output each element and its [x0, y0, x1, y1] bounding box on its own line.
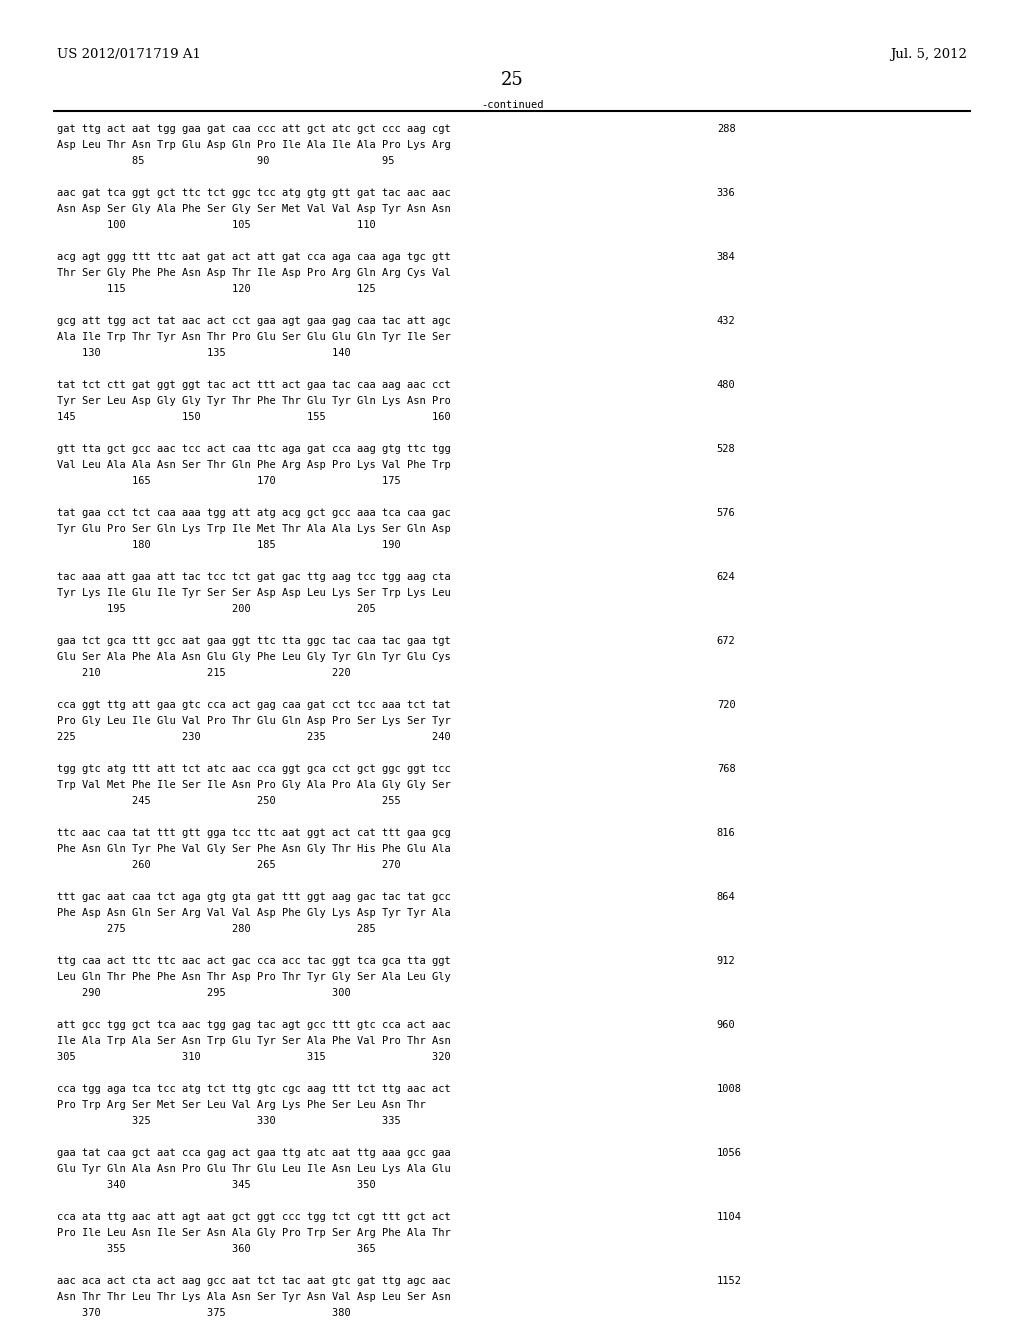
Text: Tyr Glu Pro Ser Gln Lys Trp Ile Met Thr Ala Ala Lys Ser Gln Asp: Tyr Glu Pro Ser Gln Lys Trp Ile Met Thr …: [57, 524, 452, 535]
Text: Tyr Ser Leu Asp Gly Gly Tyr Thr Phe Thr Glu Tyr Gln Lys Asn Pro: Tyr Ser Leu Asp Gly Gly Tyr Thr Phe Thr …: [57, 396, 452, 407]
Text: 432: 432: [717, 317, 735, 326]
Text: 816: 816: [717, 829, 735, 838]
Text: gcg att tgg act tat aac act cct gaa agt gaa gag caa tac att agc: gcg att tgg act tat aac act cct gaa agt …: [57, 317, 452, 326]
Text: 100                 105                 110: 100 105 110: [57, 219, 376, 230]
Text: Pro Gly Leu Ile Glu Val Pro Thr Glu Gln Asp Pro Ser Lys Ser Tyr: Pro Gly Leu Ile Glu Val Pro Thr Glu Gln …: [57, 715, 452, 726]
Text: 275                 280                 285: 275 280 285: [57, 924, 376, 935]
Text: 290                 295                 300: 290 295 300: [57, 987, 351, 998]
Text: ttt gac aat caa tct aga gtg gta gat ttt ggt aag gac tac tat gcc: ttt gac aat caa tct aga gtg gta gat ttt …: [57, 892, 452, 903]
Text: 245                 250                 255: 245 250 255: [57, 796, 401, 807]
Text: 720: 720: [717, 700, 735, 710]
Text: gaa tat caa gct aat cca gag act gaa ttg atc aat ttg aaa gcc gaa: gaa tat caa gct aat cca gag act gaa ttg …: [57, 1148, 452, 1159]
Text: gaa tct gca ttt gcc aat gaa ggt ttc tta ggc tac caa tac gaa tgt: gaa tct gca ttt gcc aat gaa ggt ttc tta …: [57, 636, 452, 647]
Text: Phe Asn Gln Tyr Phe Val Gly Ser Phe Asn Gly Thr His Phe Glu Ala: Phe Asn Gln Tyr Phe Val Gly Ser Phe Asn …: [57, 845, 452, 854]
Text: 384: 384: [717, 252, 735, 263]
Text: US 2012/0171719 A1: US 2012/0171719 A1: [57, 48, 202, 61]
Text: 1152: 1152: [717, 1276, 741, 1287]
Text: 210                 215                 220: 210 215 220: [57, 668, 351, 678]
Text: acg agt ggg ttt ttc aat gat act att gat cca aga caa aga tgc gtt: acg agt ggg ttt ttc aat gat act att gat …: [57, 252, 452, 263]
Text: 528: 528: [717, 444, 735, 454]
Text: 355                 360                 365: 355 360 365: [57, 1243, 376, 1254]
Text: 1008: 1008: [717, 1085, 741, 1094]
Text: Asn Asp Ser Gly Ala Phe Ser Gly Ser Met Val Val Asp Tyr Asn Asn: Asn Asp Ser Gly Ala Phe Ser Gly Ser Met …: [57, 205, 452, 214]
Text: 1104: 1104: [717, 1212, 741, 1222]
Text: Trp Val Met Phe Ile Ser Ile Asn Pro Gly Ala Pro Ala Gly Gly Ser: Trp Val Met Phe Ile Ser Ile Asn Pro Gly …: [57, 780, 452, 791]
Text: 195                 200                 205: 195 200 205: [57, 605, 376, 614]
Text: cca ggt ttg att gaa gtc cca act gag caa gat cct tcc aaa tct tat: cca ggt ttg att gaa gtc cca act gag caa …: [57, 700, 452, 710]
Text: 165                 170                 175: 165 170 175: [57, 477, 401, 486]
Text: tat gaa cct tct caa aaa tgg att atg acg gct gcc aaa tca caa gac: tat gaa cct tct caa aaa tgg att atg acg …: [57, 508, 452, 519]
Text: tat tct ctt gat ggt ggt tac act ttt act gaa tac caa aag aac cct: tat tct ctt gat ggt ggt tac act ttt act …: [57, 380, 452, 391]
Text: 130                 135                 140: 130 135 140: [57, 348, 351, 358]
Text: Asn Thr Thr Leu Thr Lys Ala Asn Ser Tyr Asn Val Asp Leu Ser Asn: Asn Thr Thr Leu Thr Lys Ala Asn Ser Tyr …: [57, 1292, 452, 1303]
Text: Pro Ile Leu Asn Ile Ser Asn Ala Gly Pro Trp Ser Arg Phe Ala Thr: Pro Ile Leu Asn Ile Ser Asn Ala Gly Pro …: [57, 1228, 452, 1238]
Text: 624: 624: [717, 573, 735, 582]
Text: att gcc tgg gct tca aac tgg gag tac agt gcc ttt gtc cca act aac: att gcc tgg gct tca aac tgg gag tac agt …: [57, 1020, 452, 1031]
Text: Ile Ala Trp Ala Ser Asn Trp Glu Tyr Ser Ala Phe Val Pro Thr Asn: Ile Ala Trp Ala Ser Asn Trp Glu Tyr Ser …: [57, 1036, 452, 1047]
Text: 85                  90                  95: 85 90 95: [57, 156, 395, 166]
Text: Glu Ser Ala Phe Ala Asn Glu Gly Phe Leu Gly Tyr Gln Tyr Glu Cys: Glu Ser Ala Phe Ala Asn Glu Gly Phe Leu …: [57, 652, 452, 663]
Text: ttg caa act ttc ttc aac act gac cca acc tac ggt tca gca tta ggt: ttg caa act ttc ttc aac act gac cca acc …: [57, 956, 452, 966]
Text: Glu Tyr Gln Ala Asn Pro Glu Thr Glu Leu Ile Asn Leu Lys Ala Glu: Glu Tyr Gln Ala Asn Pro Glu Thr Glu Leu …: [57, 1164, 452, 1175]
Text: aac gat tca ggt gct ttc tct ggc tcc atg gtg gtt gat tac aac aac: aac gat tca ggt gct ttc tct ggc tcc atg …: [57, 187, 452, 198]
Text: 180                 185                 190: 180 185 190: [57, 540, 401, 550]
Text: aac aca act cta act aag gcc aat tct tac aat gtc gat ttg agc aac: aac aca act cta act aag gcc aat tct tac …: [57, 1276, 452, 1287]
Text: tgg gtc atg ttt att tct atc aac cca ggt gca cct gct ggc ggt tcc: tgg gtc atg ttt att tct atc aac cca ggt …: [57, 764, 452, 775]
Text: 325                 330                 335: 325 330 335: [57, 1117, 401, 1126]
Text: Thr Ser Gly Phe Phe Asn Asp Thr Ile Asp Pro Arg Gln Arg Cys Val: Thr Ser Gly Phe Phe Asn Asp Thr Ile Asp …: [57, 268, 452, 279]
Text: Tyr Lys Ile Glu Ile Tyr Ser Ser Asp Asp Leu Lys Ser Trp Lys Leu: Tyr Lys Ile Glu Ile Tyr Ser Ser Asp Asp …: [57, 589, 452, 598]
Text: 225                 230                 235                 240: 225 230 235 240: [57, 731, 452, 742]
Text: 370                 375                 380: 370 375 380: [57, 1308, 351, 1319]
Text: cca ata ttg aac att agt aat gct ggt ccc tgg tct cgt ttt gct act: cca ata ttg aac att agt aat gct ggt ccc …: [57, 1212, 452, 1222]
Text: 768: 768: [717, 764, 735, 775]
Text: tac aaa att gaa att tac tcc tct gat gac ttg aag tcc tgg aag cta: tac aaa att gaa att tac tcc tct gat gac …: [57, 573, 452, 582]
Text: 672: 672: [717, 636, 735, 647]
Text: 145                 150                 155                 160: 145 150 155 160: [57, 412, 452, 422]
Text: Ala Ile Trp Thr Tyr Asn Thr Pro Glu Ser Glu Glu Gln Tyr Ile Ser: Ala Ile Trp Thr Tyr Asn Thr Pro Glu Ser …: [57, 333, 452, 342]
Text: 912: 912: [717, 956, 735, 966]
Text: 576: 576: [717, 508, 735, 519]
Text: 960: 960: [717, 1020, 735, 1031]
Text: Asp Leu Thr Asn Trp Glu Asp Gln Pro Ile Ala Ile Ala Pro Lys Arg: Asp Leu Thr Asn Trp Glu Asp Gln Pro Ile …: [57, 140, 452, 150]
Text: -continued: -continued: [480, 100, 544, 111]
Text: gtt tta gct gcc aac tcc act caa ttc aga gat cca aag gtg ttc tgg: gtt tta gct gcc aac tcc act caa ttc aga …: [57, 444, 452, 454]
Text: 336: 336: [717, 187, 735, 198]
Text: 260                 265                 270: 260 265 270: [57, 861, 401, 870]
Text: 1056: 1056: [717, 1148, 741, 1159]
Text: Phe Asp Asn Gln Ser Arg Val Val Asp Phe Gly Lys Asp Tyr Tyr Ala: Phe Asp Asn Gln Ser Arg Val Val Asp Phe …: [57, 908, 452, 919]
Text: 864: 864: [717, 892, 735, 903]
Text: 480: 480: [717, 380, 735, 391]
Text: 288: 288: [717, 124, 735, 135]
Text: ttc aac caa tat ttt gtt gga tcc ttc aat ggt act cat ttt gaa gcg: ttc aac caa tat ttt gtt gga tcc ttc aat …: [57, 829, 452, 838]
Text: Jul. 5, 2012: Jul. 5, 2012: [890, 48, 967, 61]
Text: 115                 120                 125: 115 120 125: [57, 284, 376, 294]
Text: cca tgg aga tca tcc atg tct ttg gtc cgc aag ttt tct ttg aac act: cca tgg aga tca tcc atg tct ttg gtc cgc …: [57, 1085, 452, 1094]
Text: Pro Trp Arg Ser Met Ser Leu Val Arg Lys Phe Ser Leu Asn Thr: Pro Trp Arg Ser Met Ser Leu Val Arg Lys …: [57, 1101, 426, 1110]
Text: 340                 345                 350: 340 345 350: [57, 1180, 376, 1191]
Text: Leu Gln Thr Phe Phe Asn Thr Asp Pro Thr Tyr Gly Ser Ala Leu Gly: Leu Gln Thr Phe Phe Asn Thr Asp Pro Thr …: [57, 972, 452, 982]
Text: 305                 310                 315                 320: 305 310 315 320: [57, 1052, 452, 1063]
Text: 25: 25: [501, 71, 523, 90]
Text: gat ttg act aat tgg gaa gat caa ccc att gct atc gct ccc aag cgt: gat ttg act aat tgg gaa gat caa ccc att …: [57, 124, 452, 135]
Text: Val Leu Ala Ala Asn Ser Thr Gln Phe Arg Asp Pro Lys Val Phe Trp: Val Leu Ala Ala Asn Ser Thr Gln Phe Arg …: [57, 461, 452, 470]
